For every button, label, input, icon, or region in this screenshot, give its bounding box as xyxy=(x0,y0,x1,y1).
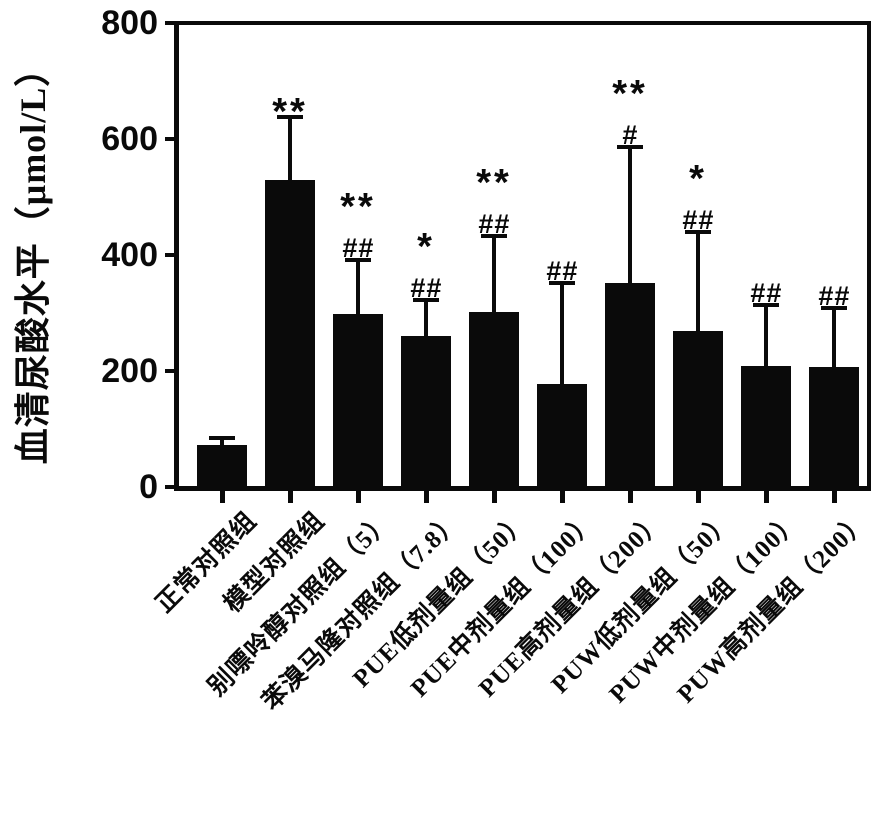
significance-hash-marker: ## xyxy=(545,255,579,286)
y-axis-tick xyxy=(165,485,179,489)
error-bar-cap xyxy=(481,234,507,239)
bar xyxy=(741,366,791,487)
significance-star-marker: ** xyxy=(340,186,376,229)
bar xyxy=(401,335,451,487)
bar xyxy=(605,282,655,487)
error-bar-line xyxy=(628,147,632,283)
significance-hash-marker: ## xyxy=(817,280,851,311)
x-axis-tick xyxy=(492,491,497,503)
significance-hash-marker: ## xyxy=(409,272,443,303)
error-bar-line xyxy=(356,260,360,315)
y-axis-title: 血清尿酸水平（μmol/L） xyxy=(13,49,53,465)
significance-star-marker: ** xyxy=(476,162,512,205)
bar xyxy=(809,366,859,487)
significance-hash-marker: ## xyxy=(341,233,375,264)
y-tick-label: 800 xyxy=(101,4,158,42)
bar xyxy=(673,330,723,487)
significance-hash-marker: ## xyxy=(749,277,783,308)
bar xyxy=(537,384,587,487)
x-axis-tick xyxy=(696,491,701,503)
error-bar-line xyxy=(696,231,700,331)
error-bar-cap xyxy=(753,302,779,307)
x-axis-tick xyxy=(560,491,565,503)
y-tick-label: 600 xyxy=(101,120,158,158)
y-axis-tick xyxy=(165,253,179,257)
error-bar-cap xyxy=(345,258,371,263)
error-bar-cap xyxy=(549,280,575,285)
significance-star-marker: ** xyxy=(612,73,648,116)
error-bar-line xyxy=(424,299,428,336)
significance-star-marker: ** xyxy=(272,90,308,133)
bar xyxy=(197,444,247,487)
significance-star-marker: * xyxy=(689,157,707,200)
bar xyxy=(265,179,315,487)
error-bar-line xyxy=(560,282,564,385)
x-axis-tick xyxy=(628,491,633,503)
error-bar-line xyxy=(832,307,836,367)
x-axis-tick xyxy=(288,491,293,503)
error-bar-cap xyxy=(277,114,303,119)
significance-star-marker: * xyxy=(417,225,435,268)
x-axis-tick xyxy=(764,491,769,503)
y-axis-tick xyxy=(165,21,179,25)
error-bar-cap xyxy=(685,229,711,234)
y-axis-tick xyxy=(165,137,179,141)
error-bar-line xyxy=(764,304,768,367)
x-axis-tick xyxy=(832,491,837,503)
error-bar-cap xyxy=(413,297,439,302)
x-axis-tick xyxy=(220,491,225,503)
error-bar-line xyxy=(492,236,496,313)
error-bar-line xyxy=(288,116,292,180)
significance-hash-marker: ## xyxy=(477,209,511,240)
y-axis-tick xyxy=(165,369,179,373)
error-bar-line xyxy=(220,438,224,445)
bar xyxy=(333,314,383,487)
y-tick-label: 0 xyxy=(139,468,158,506)
x-axis-tick xyxy=(424,491,429,503)
error-bar-cap xyxy=(617,145,643,150)
x-axis-tick xyxy=(356,491,361,503)
y-tick-label: 400 xyxy=(101,236,158,274)
error-bar-cap xyxy=(209,436,235,441)
bar xyxy=(469,312,519,487)
y-tick-label: 200 xyxy=(101,352,158,390)
significance-hash-marker: ## xyxy=(681,204,715,235)
significance-hash-marker: # xyxy=(621,120,639,151)
error-bar-cap xyxy=(821,305,847,310)
